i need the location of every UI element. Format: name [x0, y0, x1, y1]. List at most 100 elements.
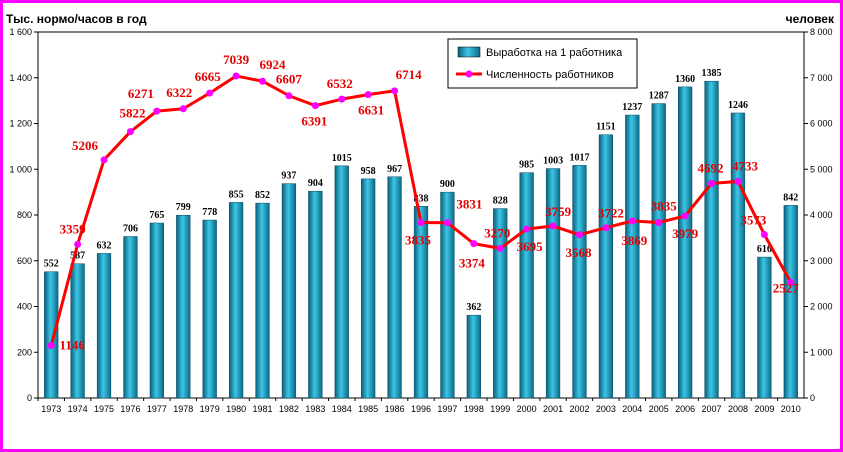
x-tick-label: 1982 [279, 404, 299, 414]
bar-2002 [572, 165, 587, 399]
headcount-value-label: 6607 [276, 72, 303, 87]
bar-2004 [625, 114, 640, 399]
x-tick-label: 1997 [437, 404, 457, 414]
headcount-value-label: 6532 [327, 76, 353, 91]
headcount-point-1983 [311, 102, 319, 110]
headcount-point-2008 [734, 177, 742, 185]
left-axis-title: Тыс. нормо/часов в год [6, 12, 147, 26]
headcount-value-label: 3374 [459, 256, 486, 271]
bar-1996 [413, 206, 429, 399]
x-tick-label: 1983 [305, 404, 325, 414]
right-tick-label: 2 000 [810, 302, 833, 312]
left-tick-label: 1 000 [9, 164, 32, 174]
headcount-value-label: 4692 [698, 160, 724, 175]
left-tick-label: 200 [17, 347, 32, 357]
x-tick-label: 1998 [464, 404, 484, 414]
x-tick-label: 2010 [781, 404, 801, 414]
x-tick-label: 2008 [728, 404, 748, 414]
bar-1976 [123, 236, 138, 399]
x-tick-label: 1985 [358, 404, 378, 414]
headcount-value-label: 1146 [60, 338, 86, 353]
x-tick-label: 2007 [702, 404, 722, 414]
right-tick-label: 5 000 [810, 164, 833, 174]
right-tick-label: 8 000 [810, 27, 833, 37]
right-tick-label: 4 000 [810, 210, 833, 220]
headcount-value-label: 3695 [517, 239, 544, 254]
bar-value-label: 985 [519, 160, 534, 171]
headcount-point-1997 [443, 219, 451, 227]
bar-1978 [176, 214, 191, 399]
x-tick-label: 1978 [173, 404, 193, 414]
headcount-value-label: 3835 [651, 199, 678, 214]
headcount-value-label: 7039 [223, 52, 250, 67]
headcount-point-2010 [787, 278, 795, 286]
headcount-point-1999 [496, 244, 504, 252]
x-tick-label: 1980 [226, 404, 246, 414]
bar-value-label: 967 [387, 164, 402, 175]
headcount-value-label: 3359 [60, 221, 87, 236]
bar-value-label: 778 [202, 207, 217, 218]
bar-value-label: 855 [229, 189, 244, 200]
bar-value-label: 632 [97, 240, 112, 251]
headcount-point-1979 [206, 89, 214, 97]
headcount-point-2000 [523, 225, 531, 233]
left-tick-label: 800 [17, 210, 32, 220]
bar-2000 [519, 172, 534, 399]
bar-2010 [783, 205, 798, 399]
bar-value-label: 706 [123, 224, 138, 235]
x-tick-label: 1976 [120, 404, 140, 414]
bar-1984 [334, 165, 349, 399]
x-tick-label: 2001 [543, 404, 563, 414]
headcount-point-2003 [602, 224, 610, 232]
headcount-point-2004 [628, 217, 636, 225]
x-tick-label: 2009 [754, 404, 774, 414]
x-tick-label: 1986 [385, 404, 405, 414]
bar-1977 [149, 222, 164, 399]
headcount-point-1973 [47, 342, 55, 350]
headcount-value-label: 3573 [740, 213, 767, 228]
left-tick-label: 400 [17, 302, 32, 312]
headcount-point-1982 [285, 92, 293, 100]
headcount-value-label: 6322 [166, 85, 192, 100]
headcount-value-label: 3722 [598, 206, 624, 221]
headcount-value-label: 4733 [732, 158, 759, 173]
x-tick-label: 2006 [675, 404, 695, 414]
headcount-point-1985 [364, 91, 372, 99]
x-tick-label: 2004 [622, 404, 642, 414]
headcount-value-label: 3869 [621, 233, 648, 248]
legend-label-bar: Выработка на 1 работника [486, 47, 623, 59]
headcount-value-label: 2527 [773, 280, 800, 295]
headcount-point-1998 [470, 240, 478, 248]
x-tick-label: 1973 [41, 404, 61, 414]
x-tick-label: 1984 [332, 404, 352, 414]
headcount-value-label: 3568 [565, 245, 592, 260]
headcount-value-label: 6391 [301, 114, 327, 129]
bar-value-label: 1237 [622, 102, 642, 113]
right-axis-title: человек [786, 12, 835, 26]
bar-value-label: 1017 [569, 152, 589, 163]
headcount-value-label: 5822 [119, 106, 145, 121]
legend-label-line: Численность работников [486, 69, 614, 81]
headcount-value-label: 3835 [405, 233, 432, 248]
headcount-point-2005 [655, 219, 663, 227]
bar-1974 [70, 263, 85, 399]
bar-value-label: 1151 [596, 122, 615, 133]
headcount-point-2006 [681, 212, 689, 220]
headcount-point-2007 [708, 179, 716, 187]
headcount-point-1977 [153, 107, 161, 115]
left-tick-label: 600 [17, 256, 32, 266]
bar-2009 [757, 256, 772, 399]
right-tick-label: 3 000 [810, 256, 833, 266]
x-tick-label: 2002 [569, 404, 589, 414]
bar-1973 [44, 271, 59, 399]
headcount-point-1975 [100, 156, 108, 164]
headcount-value-label: 6665 [195, 69, 222, 84]
headcount-value-label: 3759 [545, 204, 572, 219]
bar-1982 [281, 183, 297, 399]
x-tick-label: 2000 [517, 404, 537, 414]
bar-2005 [651, 103, 666, 399]
bar-value-label: 1287 [649, 91, 669, 102]
bar-value-label: 765 [149, 210, 164, 221]
bar-2003 [598, 134, 614, 399]
